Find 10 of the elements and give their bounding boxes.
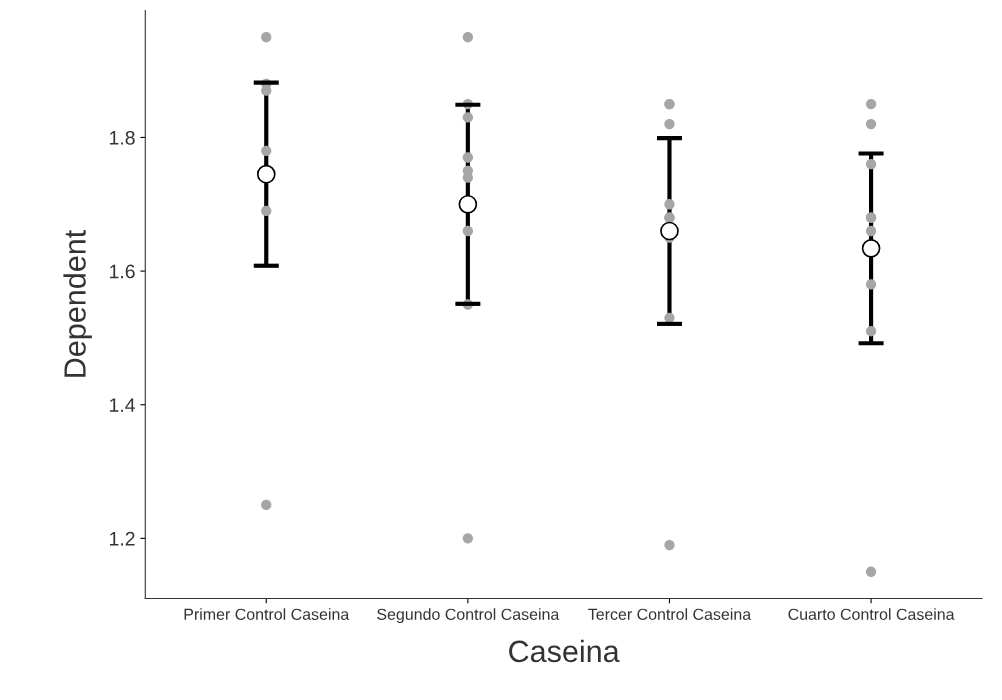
- x-tick-label: Cuarto Control Caseina: [788, 608, 955, 620]
- x-axis-title: Caseina: [509, 639, 620, 663]
- x-tick-label: Primer Control Caseina: [184, 608, 350, 620]
- x-tick-label: Tercer Control Caseina: [588, 608, 752, 620]
- y-tick-label: 1.4: [110, 398, 135, 412]
- x-tick-label: Segundo Control Caseina: [377, 608, 560, 624]
- y-tick-label: 1.2: [110, 531, 135, 546]
- y-tick-label: 1.8: [110, 130, 135, 145]
- y-axis-title: Dependent: [63, 229, 92, 377]
- y-tick-label: 1.6: [110, 264, 135, 279]
